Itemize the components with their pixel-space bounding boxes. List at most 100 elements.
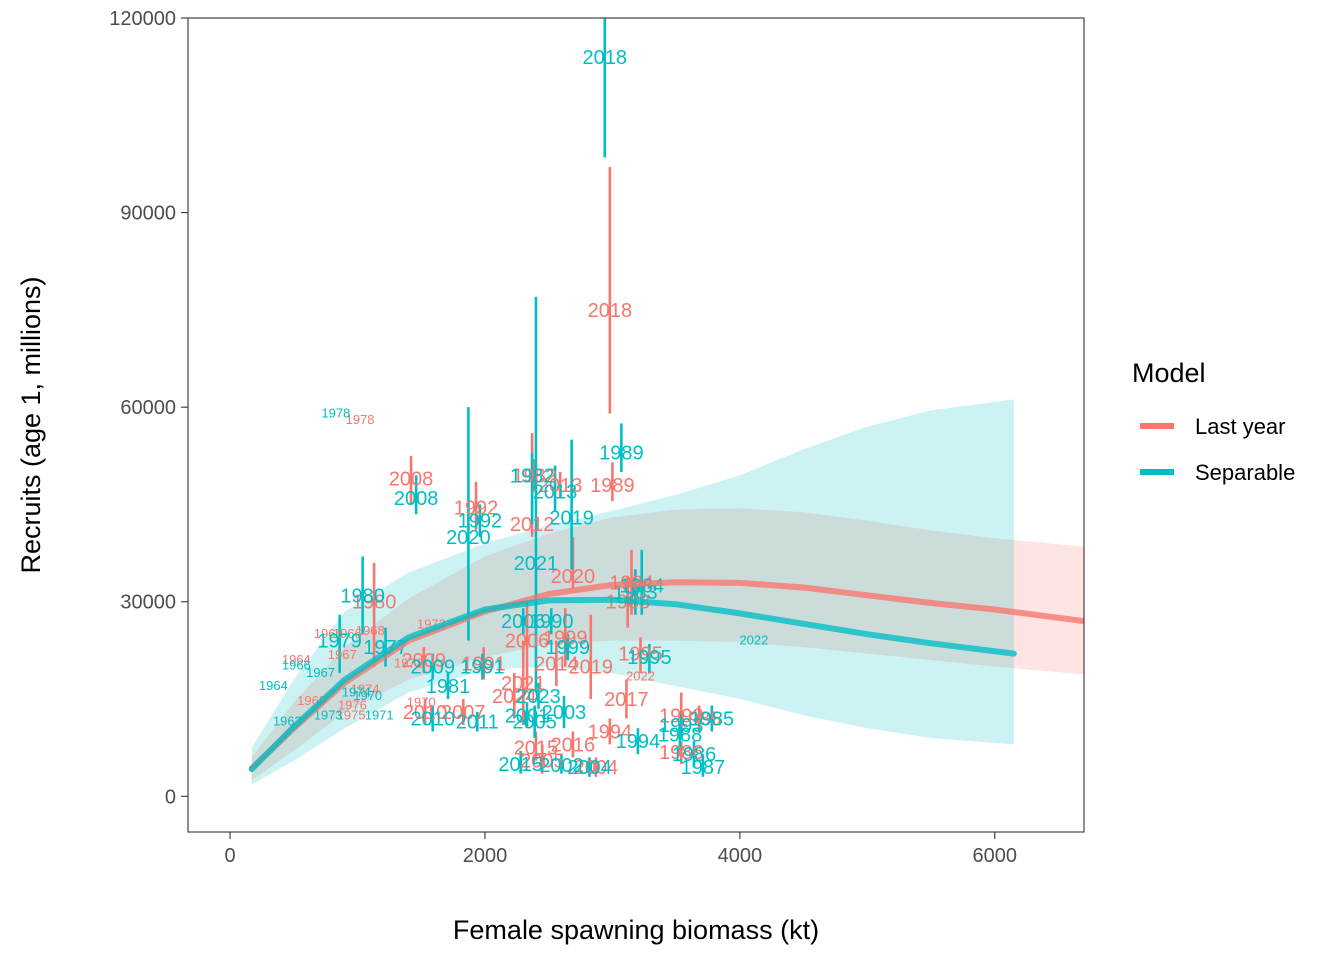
point-label-separable-1979: 1979 — [317, 631, 362, 653]
point-label-separable-1999: 1999 — [546, 637, 591, 659]
fitted-curves — [248, 579, 1084, 773]
point-label-separable-1974: 1974 — [342, 685, 371, 700]
point-label-last-year-2016: 2016 — [551, 734, 596, 756]
point-label-separable-1986: 1986 — [672, 744, 717, 766]
point-label-separable-2015: 2015 — [498, 754, 543, 776]
point-label-last-year-2024: 2024 — [492, 686, 537, 708]
point-label-separable-2013: 2013 — [533, 481, 578, 503]
y-tick-label-60000: 60000 — [120, 397, 176, 419]
point-label-separable-1995: 1995 — [627, 647, 672, 669]
point-label-last-year-1968: 1968 — [356, 623, 385, 638]
point-label-separable-2006: 2006 — [501, 611, 546, 633]
point-label-last-year-1993: 1993 — [659, 705, 704, 727]
point-label-separable-2021: 2021 — [514, 553, 559, 575]
point-label-last-year-1991: 1991 — [461, 653, 506, 675]
point-label-last-year-2006: 2006 — [505, 631, 550, 653]
point-label-separable-1988: 1988 — [658, 725, 703, 747]
point-label-separable-2005: 2005 — [512, 712, 557, 734]
point-label-separable-1978: 1978 — [321, 406, 350, 421]
point-label-last-year-2012: 2012 — [510, 514, 555, 536]
point-label-separable-2011: 2011 — [456, 712, 499, 734]
point-labels: 2018198920081992201220131982202019801984… — [259, 47, 768, 779]
point-label-last-year-1964: 1964 — [282, 652, 311, 667]
y-axis-title: Recruits (age 1, millions) — [16, 276, 46, 573]
x-tick-label-2000: 2000 — [463, 845, 508, 867]
point-label-separable-2019: 2019 — [549, 507, 594, 529]
point-label-last-year-2008: 2008 — [389, 469, 434, 491]
point-label-last-year-1980: 1980 — [352, 592, 397, 614]
point-label-separable-2003: 2003 — [542, 702, 587, 724]
point-label-last-year-2015: 2015 — [514, 738, 559, 760]
curve-separable — [248, 596, 1017, 773]
point-label-separable-1964: 1964 — [259, 678, 288, 693]
point-label-last-year-1995: 1995 — [618, 644, 663, 666]
point-label-last-year-1976: 1976 — [338, 698, 367, 713]
point-label-separable-1970: 1970 — [353, 688, 382, 703]
point-label-last-year-1992: 1992 — [454, 498, 499, 520]
point-label-last-year-1978: 1978 — [346, 412, 375, 427]
point-label-last-year-2004: 2004 — [574, 757, 619, 779]
point-label-last-year-2018: 2018 — [588, 300, 633, 322]
y-tick-label-120000: 120000 — [109, 8, 176, 30]
point-label-last-year-1986: 1986 — [659, 742, 704, 764]
point-label-separable-2002: 2002 — [539, 755, 584, 777]
x-tick-label-4000: 4000 — [718, 845, 763, 867]
point-label-separable-2023: 2023 — [516, 686, 561, 708]
y-tick-label-90000: 90000 — [120, 203, 176, 225]
legend-label-last-year: Last year — [1195, 414, 1286, 439]
point-label-last-year-1999: 1999 — [543, 627, 588, 649]
point-label-last-year-2019: 2019 — [569, 657, 614, 679]
point-label-last-year-1970: 1970 — [407, 694, 436, 709]
point-label-separable-2010: 2010 — [410, 708, 455, 730]
point-label-last-year-1975: 1975 — [337, 707, 366, 722]
point-label-separable-1980: 1980 — [340, 585, 385, 607]
point-label-separable-1985: 1985 — [690, 708, 735, 730]
point-label-last-year-2007: 2007 — [441, 702, 486, 724]
point-label-last-year-2009: 2009 — [402, 650, 447, 672]
point-label-last-year-2021: 2021 — [501, 673, 546, 695]
point-label-separable-2022: 2022 — [739, 633, 768, 648]
y-tick-label-0: 0 — [165, 786, 176, 808]
point-label-separable-2018: 2018 — [583, 47, 628, 69]
point-label-separable-1990: 1990 — [529, 611, 574, 633]
point-label-separable-1966: 1966 — [282, 657, 311, 672]
point-label-separable-2009: 2009 — [410, 657, 455, 679]
point-label-separable-1973: 1973 — [314, 707, 343, 722]
point-label-last-year-2017: 2017 — [604, 689, 649, 711]
point-label-separable-1971: 1971 — [365, 707, 394, 722]
legend-label-separable: Separable — [1195, 460, 1295, 485]
point-label-last-year-1982: 1982 — [512, 465, 557, 487]
point-label-last-year-2022: 2022 — [626, 668, 655, 683]
point-label-last-year-1972: 1972 — [394, 655, 423, 670]
point-label-last-year-1966: 1966 — [333, 626, 362, 641]
point-label-last-year-1965: 1965 — [314, 626, 343, 641]
point-label-separable-1981: 1981 — [426, 676, 471, 698]
x-tick-label-6000: 6000 — [973, 845, 1018, 867]
point-label-separable-1991: 1991 — [460, 657, 505, 679]
band-last-year — [251, 508, 1084, 781]
point-label-separable-1994: 1994 — [616, 731, 661, 753]
point-label-separable-2020: 2020 — [446, 527, 491, 549]
point-label-last-year-2013: 2013 — [538, 475, 583, 497]
point-label-separable-1992: 1992 — [458, 511, 503, 533]
point-label-last-year-1985: 1985 — [677, 708, 722, 730]
point-label-separable-2008: 2008 — [394, 488, 439, 510]
point-label-separable-1993: 1993 — [659, 715, 704, 737]
point-label-last-year-1974: 1974 — [351, 681, 380, 696]
point-label-separable-2001: 2001 — [505, 705, 550, 727]
point-label-last-year-2010: 2010 — [403, 702, 448, 724]
x-tick-label-0: 0 — [224, 845, 235, 867]
x-axis-title: Female spawning biomass (kt) — [453, 915, 819, 945]
point-label-separable-1967: 1967 — [306, 665, 335, 680]
y-tick-label-30000: 30000 — [120, 592, 176, 614]
point-label-separable-1989: 1989 — [599, 443, 644, 465]
point-label-separable-1987: 1987 — [681, 757, 726, 779]
panel-border — [187, 17, 1085, 833]
plot-area: 2018198920081992201220131982202019801984… — [248, 18, 1084, 785]
point-label-last-year-2005: 2005 — [520, 751, 565, 773]
legend: Model Last year Separable — [1132, 358, 1295, 485]
point-label-last-year-2020: 2020 — [551, 566, 596, 588]
point-label-last-year-1994: 1994 — [588, 721, 633, 743]
